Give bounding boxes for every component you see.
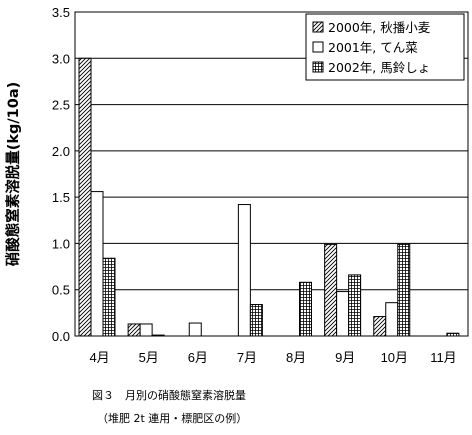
chart: 0.0 0.5 1.0 1.5 2.0 2.5 3.0 3.5 4月 5月 6月 7月 8月 9月 10月 1… bbox=[4, 5, 469, 365]
x-tick-label: 11月 bbox=[430, 350, 457, 365]
bar bbox=[127, 323, 141, 337]
bar bbox=[324, 243, 338, 337]
bar bbox=[102, 257, 116, 337]
y-tick-label: 0.5 bbox=[52, 283, 70, 298]
x-tick-label: 4月 bbox=[89, 350, 109, 365]
x-tick-label: 8月 bbox=[286, 350, 306, 365]
bar bbox=[78, 57, 92, 337]
bar bbox=[336, 291, 350, 337]
axis bbox=[74, 11, 469, 337]
x-tick-label: 10月 bbox=[381, 350, 408, 365]
y-tick-label: 2.5 bbox=[52, 98, 70, 113]
bar bbox=[90, 191, 104, 337]
y-tick-label: 0.0 bbox=[52, 329, 70, 344]
y-tick-label: 3.5 bbox=[52, 5, 70, 20]
bar bbox=[237, 204, 251, 337]
figure-caption: 図３ 月別の硝酸態窒素溶脱量 bbox=[92, 389, 246, 402]
bar bbox=[139, 323, 153, 337]
bar bbox=[188, 322, 202, 337]
x-tick-label: 6月 bbox=[188, 350, 208, 365]
legend-box bbox=[305, 13, 465, 81]
bar bbox=[249, 304, 263, 337]
y-axis-label: 硝酸態窒素溶脱量(kg/10a) bbox=[4, 82, 22, 267]
legend-entry: 2000年, 秋播小麦 bbox=[328, 20, 431, 35]
y-tick-label: 2.0 bbox=[52, 144, 70, 159]
legend: 2000年, 秋播小麦 2001年, てん菜 2002年, 馬鈴しょ bbox=[305, 13, 465, 81]
y-tick-label: 3.0 bbox=[52, 51, 70, 66]
bar bbox=[397, 243, 411, 337]
plot-frame bbox=[74, 11, 469, 337]
legend-swatch bbox=[312, 21, 324, 33]
legend-swatch bbox=[312, 61, 324, 73]
bar bbox=[385, 302, 399, 337]
tick-labels: 0.0 0.5 1.0 1.5 2.0 2.5 3.0 3.5 4月 5月 6月 7月 8月 9月 10月 1… bbox=[52, 5, 457, 365]
x-tick-label: 5月 bbox=[139, 350, 159, 365]
x-tick-label: 7月 bbox=[237, 350, 257, 365]
x-tick-label: 9月 bbox=[335, 350, 355, 365]
legend-swatch bbox=[312, 41, 324, 53]
y-tick-label: 1.5 bbox=[52, 190, 70, 205]
bar bbox=[373, 316, 387, 337]
bar bbox=[348, 274, 362, 337]
legend-entry: 2001年, てん菜 bbox=[328, 40, 418, 55]
figure-caption-note: （堆肥 2t 連用・標肥区の例） bbox=[97, 412, 248, 425]
y-tick-label: 1.0 bbox=[52, 236, 70, 251]
legend-entry: 2002年, 馬鈴しょ bbox=[328, 60, 430, 75]
bar bbox=[299, 281, 312, 337]
